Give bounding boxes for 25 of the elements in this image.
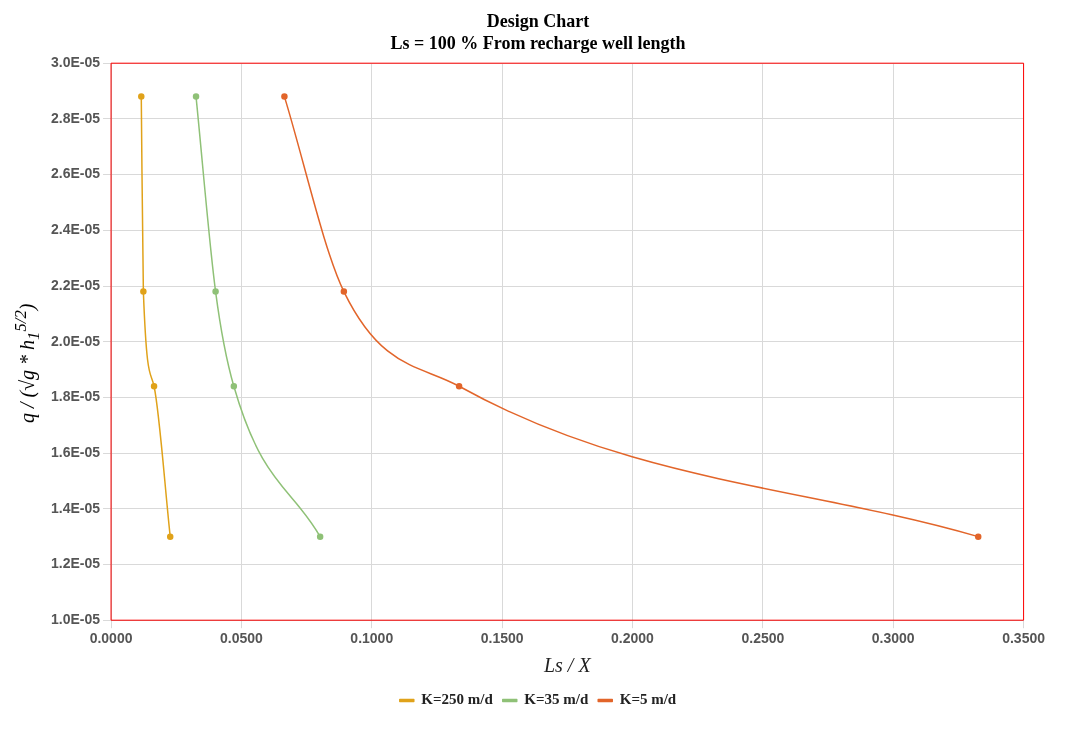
y-tick-label: 3.0E-05: [50, 54, 101, 71]
y-tick-label: 2.6E-05: [50, 165, 101, 182]
x-tick-label: 0.2000: [611, 630, 655, 647]
y-tick-label: 1.6E-05: [50, 443, 101, 460]
x-axis-title: Ls / X: [542, 654, 592, 677]
chart-subtitle: Ls = 100 % From recharge well length: [390, 33, 686, 54]
x-tick-label: 0.0000: [89, 630, 133, 647]
y-tick-label: 2.2E-05: [50, 276, 101, 293]
y-tick-label: 2.0E-05: [50, 332, 101, 349]
x-tick-label: 0.2500: [741, 630, 785, 647]
y-tick-label: 2.8E-05: [50, 109, 101, 126]
legend-label: K=35 m/d: [524, 691, 589, 708]
y-tick-label: 1.4E-05: [50, 499, 101, 516]
x-tick-label: 0.3500: [1002, 630, 1046, 647]
y-tick-label: 2.4E-05: [50, 221, 101, 238]
x-tick-label: 0.0500: [219, 630, 264, 647]
legend-label: K=250 m/d: [421, 691, 494, 708]
legend-label: K=5 m/d: [619, 691, 677, 708]
y-tick-label: 1.2E-05: [50, 555, 101, 572]
x-tick-label: 0.3000: [871, 630, 915, 647]
chart-title: Design Chart: [486, 11, 590, 32]
y-tick-label: 1.0E-05: [50, 611, 101, 628]
x-tick-label: 0.1500: [480, 630, 524, 647]
x-tick-label: 0.1000: [350, 630, 394, 647]
y-tick-label: 1.8E-05: [50, 388, 101, 405]
